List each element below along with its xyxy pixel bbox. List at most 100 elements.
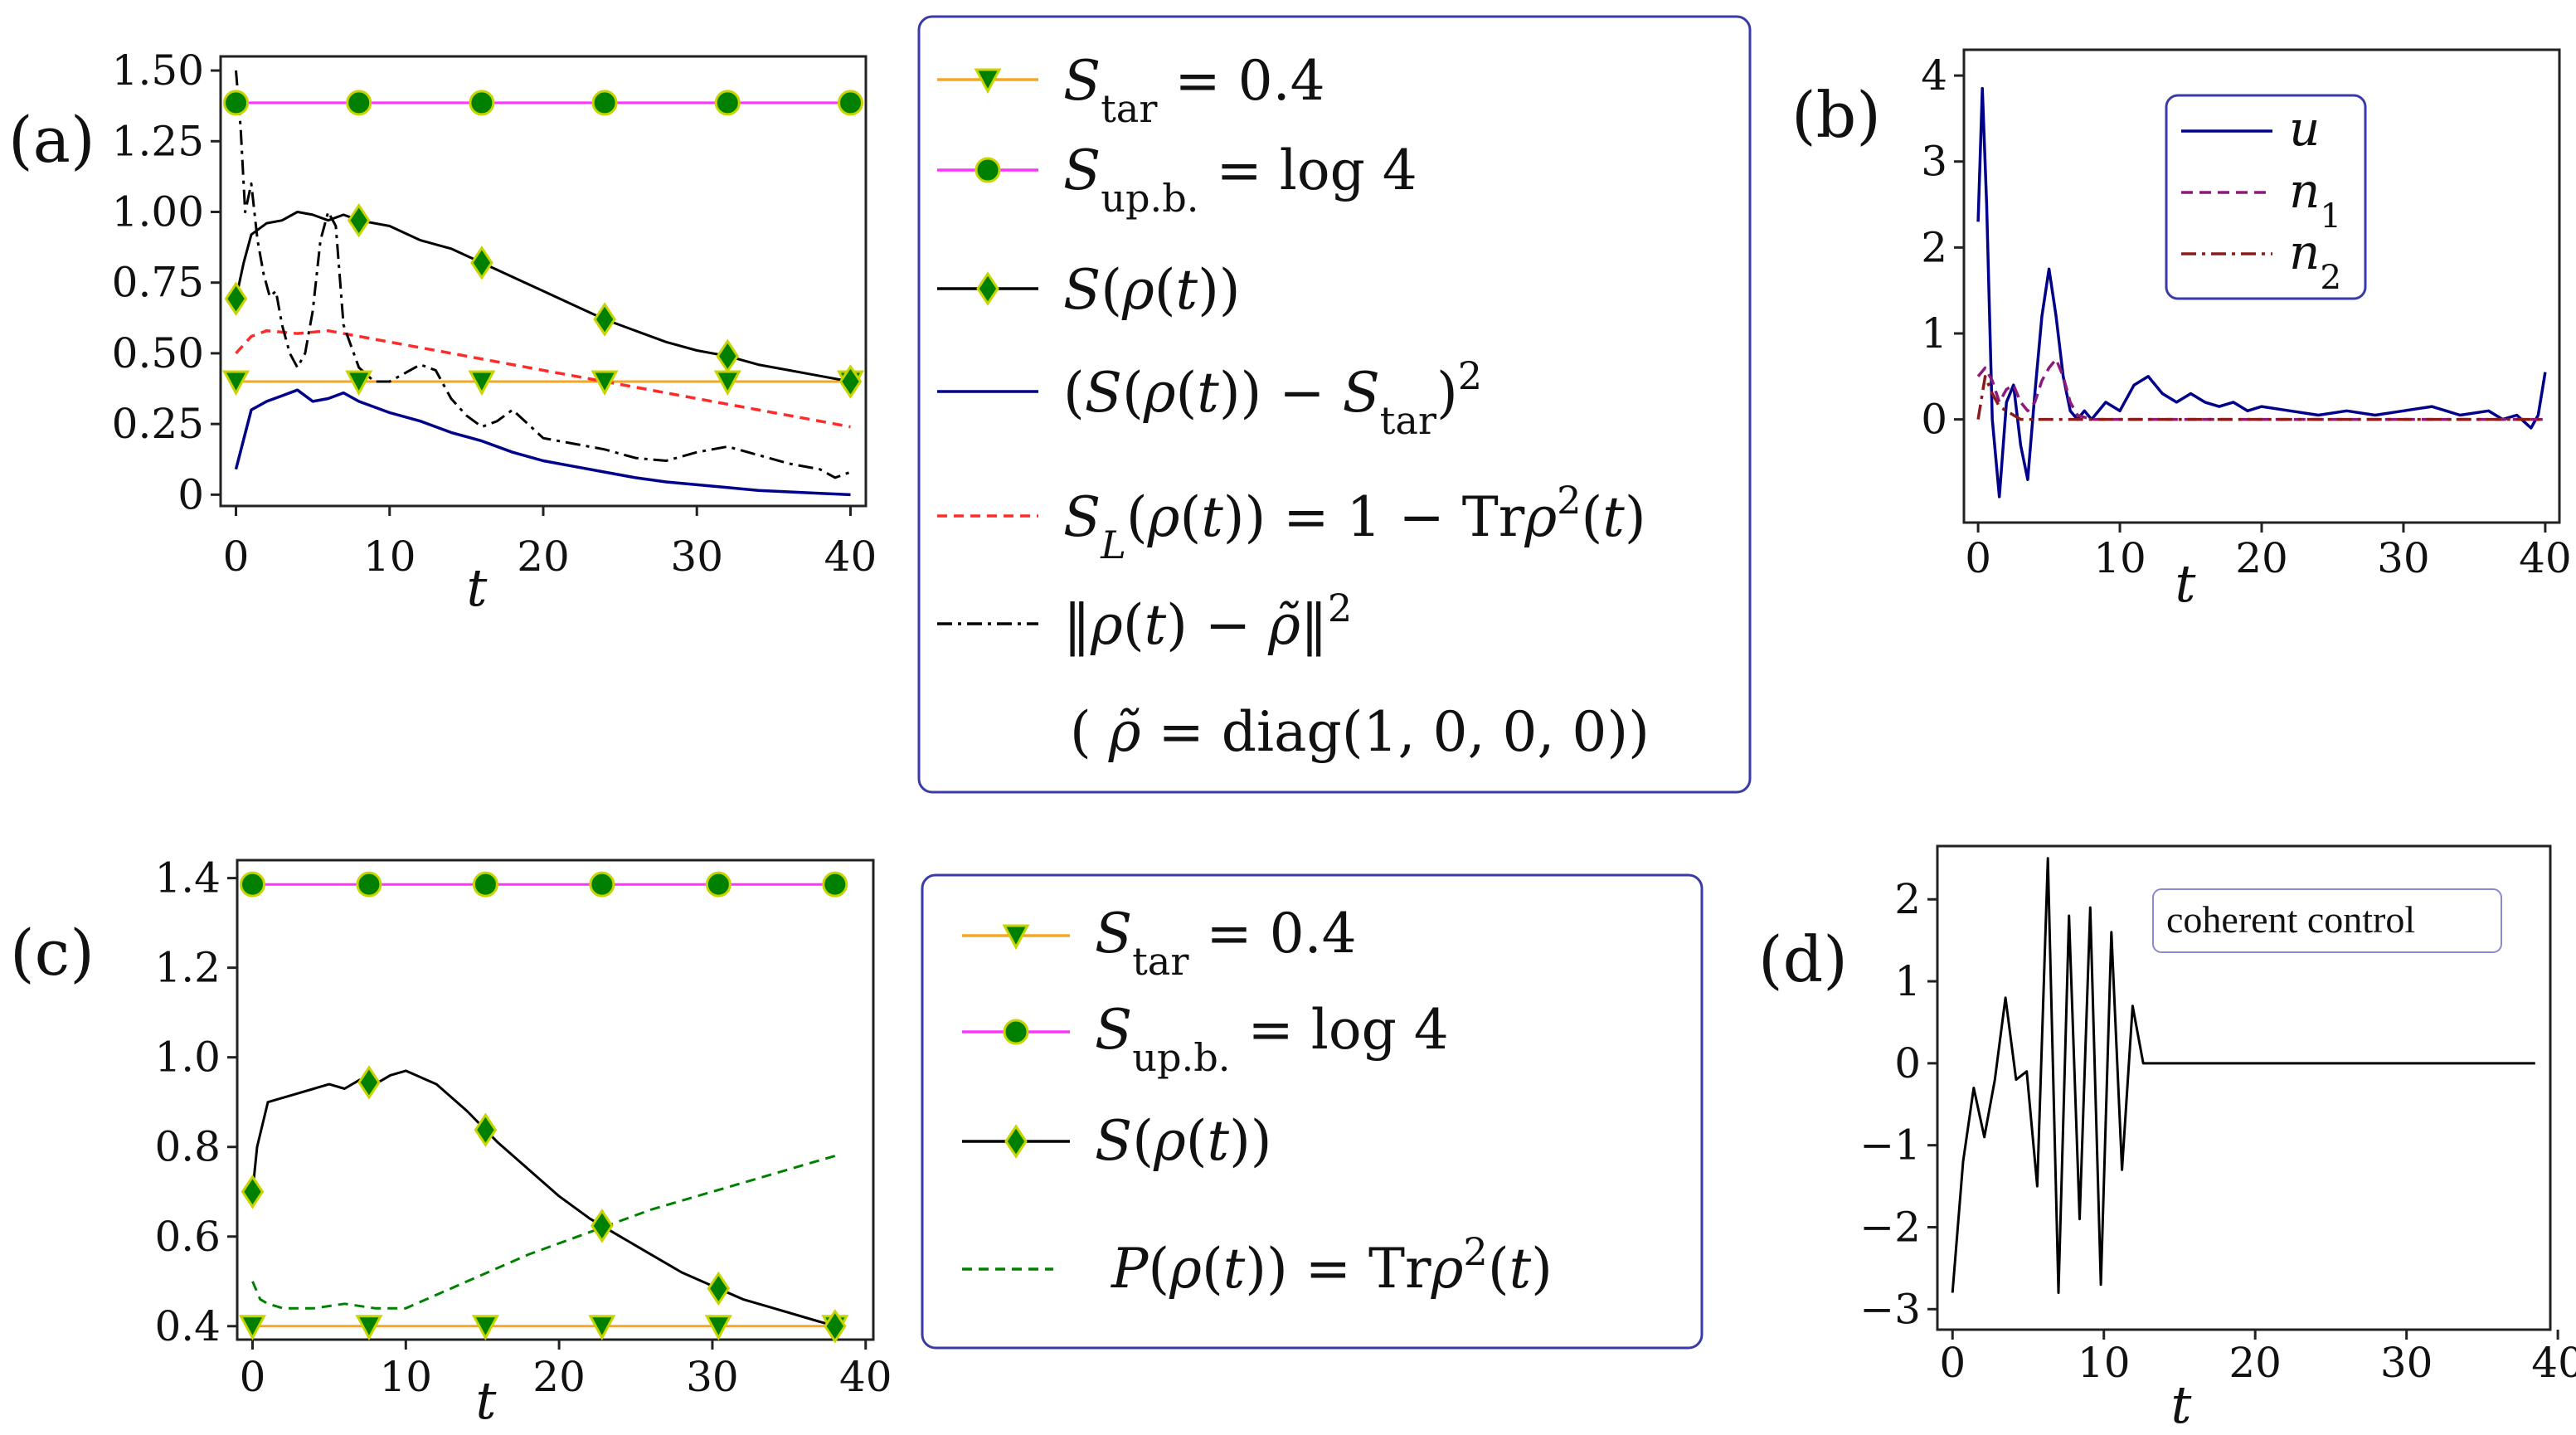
legend-d-entry: coherent control (2166, 898, 2415, 941)
legend-c-entry-S: S(ρ(t)) (1095, 1109, 1272, 1173)
marker-S (593, 302, 616, 337)
marker-star (468, 370, 496, 396)
y-tick-label: 1.00 (112, 187, 204, 236)
x-tick-label: 20 (2235, 534, 2288, 582)
panel-a: (a) 0 10 20 30 40 0 0.25 0.50 0.75 1.00 1.25 1.50 t (8, 46, 877, 618)
series-lines (234, 70, 852, 497)
marker-S (474, 1112, 498, 1147)
marker-S (707, 1271, 731, 1306)
series-lines (1951, 857, 2535, 1294)
x-tick-label: 30 (2380, 1339, 2433, 1387)
series-line-n2 (1976, 375, 2545, 421)
panel-b: (b) 0 10 20 30 40 0 1 2 3 4 t (1791, 48, 2572, 614)
marker-star (588, 1315, 616, 1340)
legend-c: Star = 0.4 Sup.b. = log 4 S(ρ(t)) P(ρ(t)) =… (921, 873, 1704, 1350)
series-line-n1 (1976, 358, 2545, 421)
x-axis-label: t (467, 557, 488, 618)
legend-a-star-marker (974, 68, 1002, 95)
plot-frame (236, 859, 875, 1341)
y-tick-label: 0.8 (154, 1123, 221, 1171)
legend-a-entry-dist: ‖ρ(t) − ρ̃‖2 (1063, 586, 1352, 657)
x-tick-label: 20 (517, 533, 570, 581)
marker-star (222, 370, 250, 396)
series-line-dist (235, 70, 852, 479)
legend-d: coherent control (2152, 888, 2502, 953)
x-tick-label: 0 (240, 1353, 266, 1401)
legend-b-entry-n2: n2 (2289, 224, 2341, 297)
marker-star (355, 1315, 383, 1340)
marker-upb (822, 871, 848, 897)
x-tick-label: 10 (363, 533, 416, 581)
marker-upb (589, 871, 615, 897)
legend-c-entry-star: Star = 0.4 (1095, 902, 1357, 984)
x-tick-label: 40 (2531, 1339, 2576, 1387)
marker-S (241, 1175, 265, 1209)
marker-S (823, 1309, 847, 1344)
panel-label: (c) (10, 916, 95, 990)
x-tick-label: 10 (2078, 1339, 2131, 1387)
marker-star (345, 370, 373, 396)
marker-S (716, 338, 740, 374)
y-tick-label: 0.4 (154, 1302, 221, 1350)
y-tick-label: 1 (1894, 957, 1921, 1005)
panel-label: (a) (8, 103, 95, 177)
legend-c-entry-upb: Sup.b. = log 4 (1095, 998, 1449, 1080)
series-lines (1976, 86, 2547, 499)
x-tick-label: 20 (2228, 1339, 2282, 1387)
panel-c: (c) 0 10 20 30 40 0.4 0.6 0.8 1.0 1.2 1.4 t (10, 854, 892, 1431)
legend-b-frame (2165, 94, 2367, 300)
y-tick-label: 0.25 (112, 400, 204, 448)
x-tick-label: 40 (839, 1353, 892, 1401)
x-tick-label: 0 (1965, 534, 1991, 582)
x-tick-label: 30 (670, 533, 723, 581)
y-tick-label: −2 (1859, 1203, 1921, 1251)
x-tick-label: 10 (379, 1353, 432, 1401)
legend-c-S-marker (1004, 1124, 1028, 1159)
marker-upb (591, 90, 618, 116)
marker-star (471, 1315, 499, 1340)
panel-label: (d) (1758, 922, 1848, 996)
legend-a-entry-SL: SL(ρ(t)) = 1 − Trρ2(t) (1063, 478, 1646, 567)
x-tick-label: 0 (1939, 1339, 1966, 1387)
panel-d: (d) 0 10 20 30 40 −3 −2 −1 0 1 2 t (1758, 844, 2576, 1435)
marker-upb (472, 871, 498, 897)
y-tick-label: 3 (1921, 138, 1947, 186)
y-tick-label: 0.75 (112, 259, 204, 307)
x-tick-label: 30 (2377, 534, 2430, 582)
y-tick-label: 0.50 (112, 329, 204, 377)
legend-a-entry-sq: (S(ρ(t)) − Star)2 (1063, 353, 1482, 443)
marker-upb (223, 90, 250, 116)
series-line-S (251, 1069, 836, 1328)
y-tick-label: 0 (1921, 396, 1947, 444)
marker-S (591, 1209, 614, 1243)
marker-S (838, 364, 863, 399)
panel-label: (b) (1791, 78, 1881, 152)
y-tick-label: −3 (1859, 1285, 1921, 1333)
legend-a-frame (917, 15, 1752, 794)
marker-S (470, 246, 493, 280)
x-tick-label: 20 (532, 1353, 586, 1401)
marker-star (704, 1315, 732, 1340)
x-tick-label: 10 (2093, 534, 2146, 582)
legend-a-upb-marker (975, 157, 1001, 183)
series-line-c (1951, 857, 2535, 1294)
marker-S (347, 203, 371, 238)
series-lines (251, 883, 836, 1328)
x-axis-label: t (2171, 1374, 2192, 1435)
y-tick-label: 1.0 (154, 1034, 221, 1082)
y-tick-label: 1.50 (112, 46, 204, 95)
x-axis-label: t (476, 1370, 497, 1431)
legend-a-entry-note: ( ρ̃ = diag(1, 0, 0, 0)) (1070, 700, 1650, 764)
legend-a-entry-star: Star = 0.4 (1063, 49, 1325, 131)
legend-c-entry-P: P(ρ(t)) = Trρ2(t) (1111, 1229, 1553, 1301)
legend-a-S-marker (976, 271, 999, 306)
marker-upb (705, 871, 731, 897)
marker-upb (346, 90, 372, 116)
x-tick-label: 40 (2519, 534, 2572, 582)
y-tick-label: 1.4 (154, 854, 221, 902)
legend-a-entry-S: S(ρ(t)) (1063, 258, 1241, 322)
series-line-SL (235, 328, 851, 429)
marker-upb (714, 90, 741, 116)
